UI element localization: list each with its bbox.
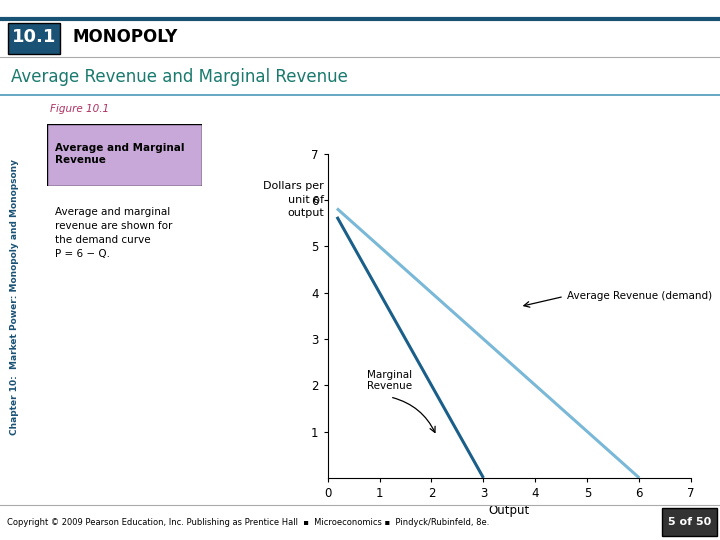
Text: Dollars per
unit of
output: Dollars per unit of output — [264, 181, 324, 218]
Text: Average and marginal
revenue are shown for
the demand curve
P = 6 − Q.: Average and marginal revenue are shown f… — [55, 207, 172, 259]
Text: 10.1: 10.1 — [12, 28, 56, 46]
Text: Marginal
Revenue: Marginal Revenue — [367, 370, 413, 392]
Text: Average Revenue (demand): Average Revenue (demand) — [567, 292, 711, 301]
FancyBboxPatch shape — [47, 124, 202, 186]
FancyBboxPatch shape — [662, 509, 717, 537]
Text: 5 of 50: 5 of 50 — [668, 517, 711, 528]
Text: Copyright © 2009 Pearson Education, Inc. Publishing as Prentice Hall  ▪  Microec: Copyright © 2009 Pearson Education, Inc.… — [7, 518, 490, 527]
Text: MONOPOLY: MONOPOLY — [72, 28, 177, 46]
Text: Average Revenue and Marginal Revenue: Average Revenue and Marginal Revenue — [11, 69, 348, 86]
FancyBboxPatch shape — [8, 23, 60, 53]
Text: Figure 10.1: Figure 10.1 — [50, 104, 109, 114]
Text: Chapter 10:  Market Power: Monopoly and Monopsony: Chapter 10: Market Power: Monopoly and M… — [10, 159, 19, 435]
Text: Average and Marginal
Revenue: Average and Marginal Revenue — [55, 143, 184, 165]
X-axis label: Output: Output — [489, 504, 530, 517]
